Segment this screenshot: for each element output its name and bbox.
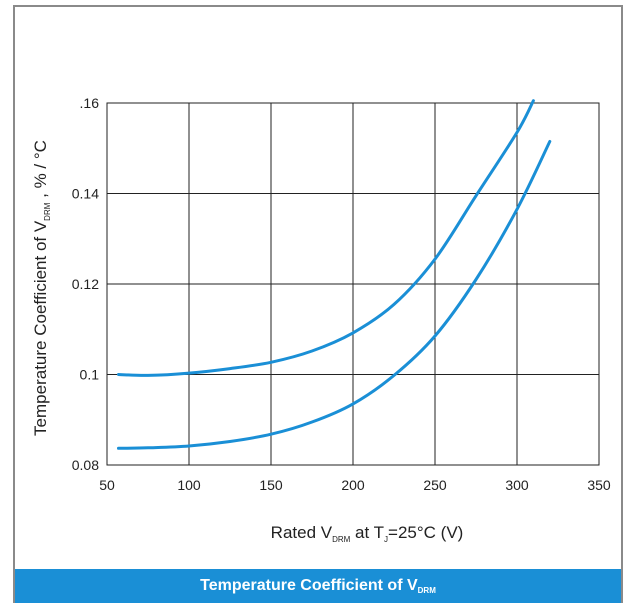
x-tick-label: 50 <box>99 477 115 493</box>
chart-frame <box>13 5 623 603</box>
series-group <box>117 99 552 450</box>
banner-subscript: DRM <box>417 586 436 595</box>
y-tick-label: 0.14 <box>72 186 99 202</box>
x-tick-label: 200 <box>341 477 365 493</box>
y-tick-label: 0.1 <box>80 367 100 383</box>
y-tick-label: 0.12 <box>72 276 99 292</box>
y-tick-labels: 0.08 0.1 0.12 0.14 .16 <box>72 95 99 473</box>
y-axis-label: Temperature Coefficient of VDRM , % / °C <box>31 140 52 436</box>
y-tick-label: 0.08 <box>72 457 99 473</box>
banner-text: Temperature Coefficient of V <box>200 577 418 594</box>
x-axis-label: Rated VDRM at TJ=25°C (V) <box>271 523 464 544</box>
series-line-2 <box>117 140 552 450</box>
x-tick-label: 350 <box>587 477 611 493</box>
x-tick-label: 250 <box>423 477 447 493</box>
x-tick-label: 150 <box>259 477 283 493</box>
x-tick-labels: 50 100 150 200 250 300 350 <box>99 477 611 493</box>
x-tick-label: 100 <box>177 477 201 493</box>
x-tick-label: 300 <box>505 477 529 493</box>
series-line-1 <box>117 99 535 377</box>
grid <box>106 102 600 466</box>
y-tick-label: .16 <box>80 95 100 111</box>
chart-caption-banner: Temperature Coefficient of VDRM <box>15 569 621 603</box>
plot-border <box>106 102 600 466</box>
